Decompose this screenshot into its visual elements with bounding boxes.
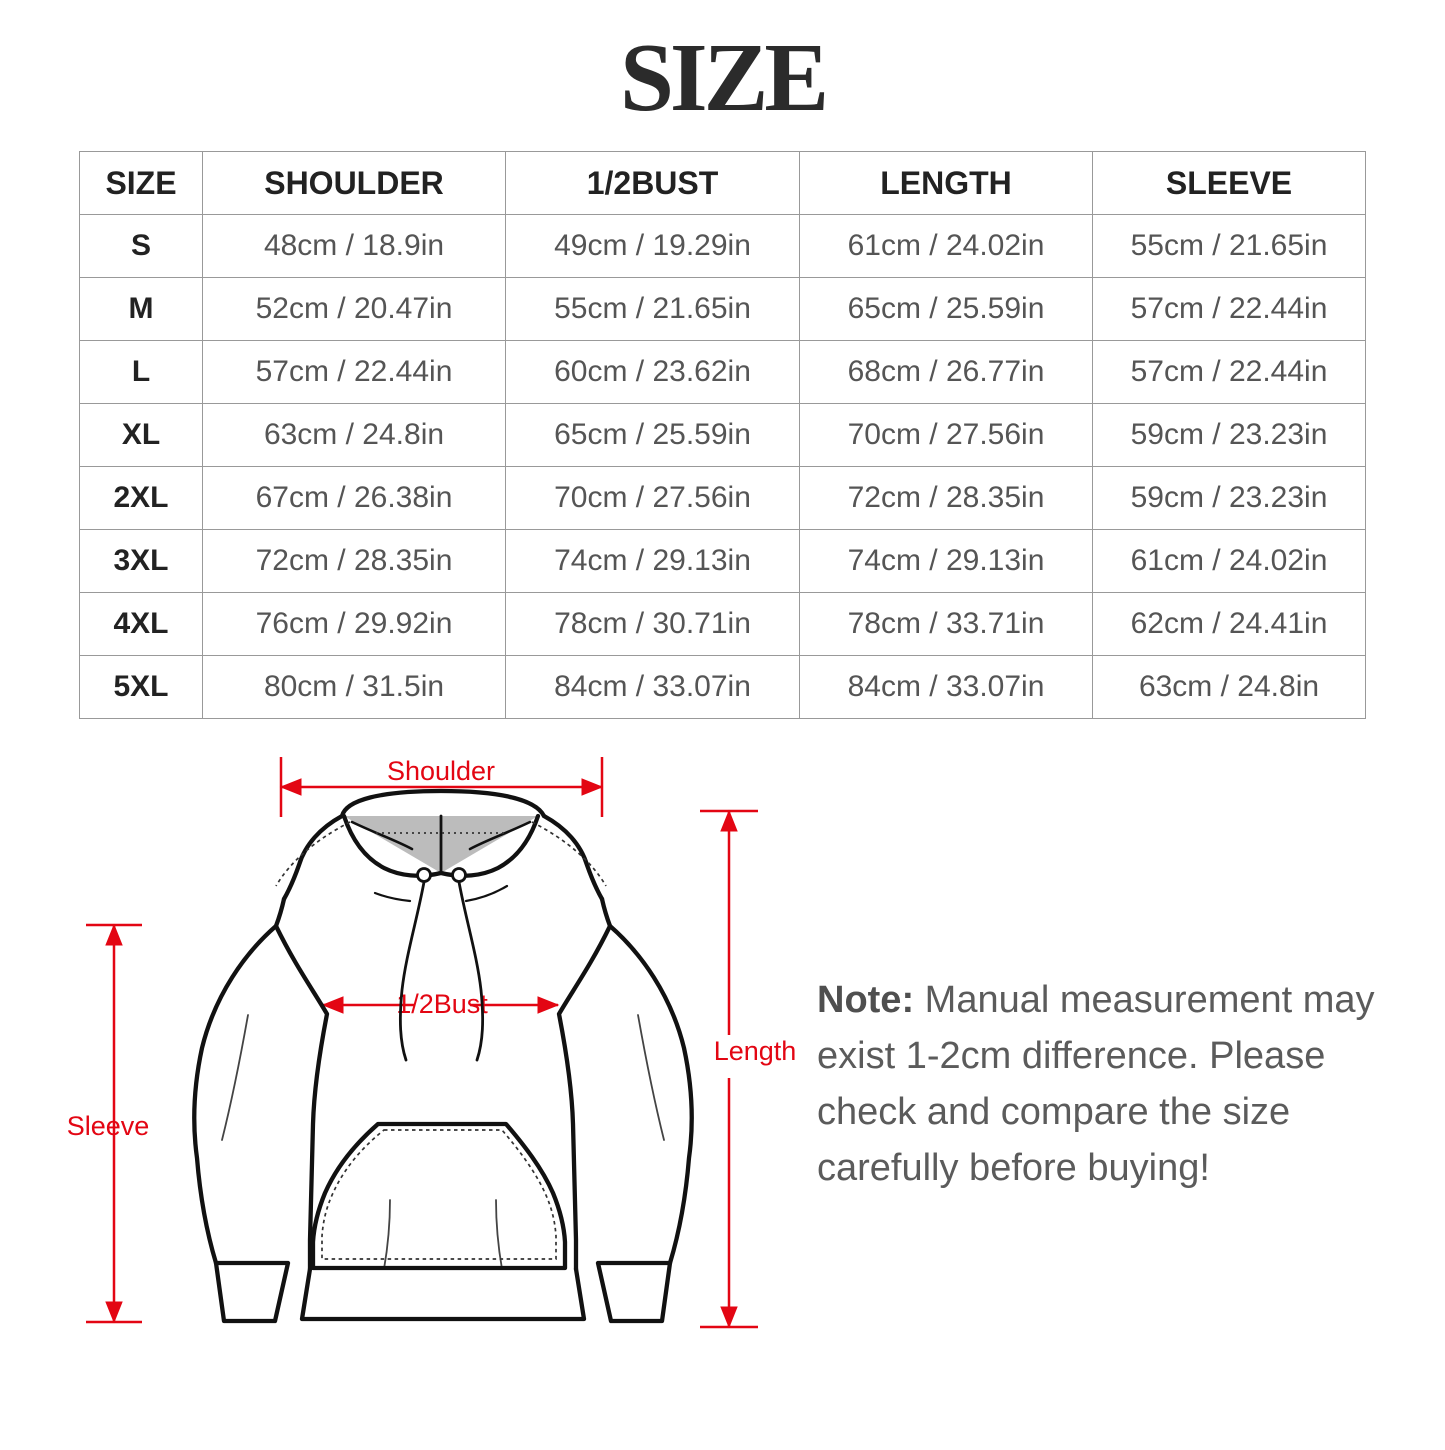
svg-text:1/2Bust: 1/2Bust xyxy=(396,989,488,1019)
svg-text:Sleeve: Sleeve xyxy=(67,1111,150,1141)
svg-text:Shoulder: Shoulder xyxy=(387,756,495,786)
svg-text:Length: Length xyxy=(714,1036,797,1066)
